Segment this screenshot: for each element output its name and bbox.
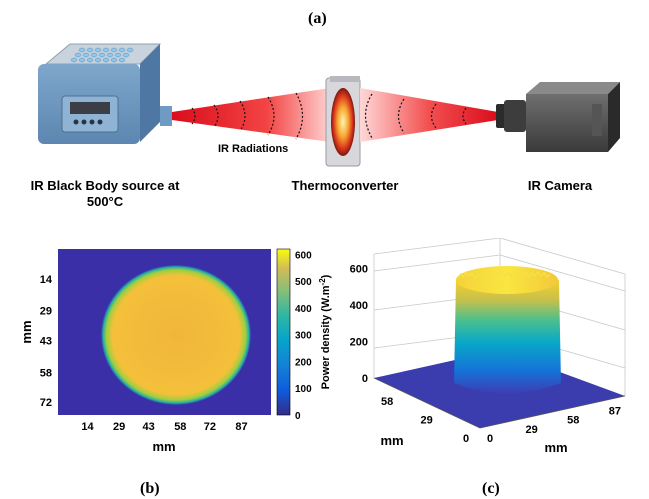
colorbar-tick-labels: 0 100 200 300 400 500 600 xyxy=(295,250,312,422)
ir-beam-left xyxy=(172,88,330,142)
y-tick-label: 14 xyxy=(40,274,53,286)
z-tick-label: 600 xyxy=(350,264,368,276)
camera-caption: IR Camera xyxy=(527,178,593,193)
heatmap-xlabel: mm xyxy=(152,439,175,454)
colorbar xyxy=(276,248,291,416)
left-axis-tick-label: 29 xyxy=(420,414,432,426)
thermoconverter-icon xyxy=(325,76,361,167)
heatmap-ylabel: mm xyxy=(19,320,34,343)
right-axis-tick-label: 0 xyxy=(487,433,493,445)
heatmap-plot: 14 29 43 58 72 87 14 29 43 58 72 0 100 200 300 400 500… xyxy=(19,248,332,454)
x-tick-label: 58 xyxy=(174,421,186,433)
y-tick-label: 58 xyxy=(40,367,52,379)
colorbar-label: Power density (W.m-2) xyxy=(318,274,332,389)
z-tick-labels: 0 200 400 600 xyxy=(350,264,368,385)
surface-wall xyxy=(454,280,561,394)
ir-radiations-label: IR Radiations xyxy=(218,143,289,155)
z-tick-label: 400 xyxy=(350,300,368,312)
wavefront-arcs-right xyxy=(364,93,467,139)
wavefront-arcs-left xyxy=(191,92,304,140)
ir-camera-icon xyxy=(496,82,620,152)
right-axis-tick-label: 29 xyxy=(526,424,538,436)
left-axis-tick-label: 58 xyxy=(381,396,393,408)
colorbar-tick-label: 200 xyxy=(295,357,312,368)
x-tick-label: 43 xyxy=(143,421,155,433)
z-tick-label: 200 xyxy=(350,337,368,349)
surface-rim-noise xyxy=(457,269,551,280)
heatmap-disk xyxy=(101,265,251,405)
left-axis-tick-label: 0 xyxy=(463,433,469,445)
source-caption-line2: 500°C xyxy=(86,194,124,209)
colorbar-tick-label: 400 xyxy=(295,304,312,315)
y-tick-labels: 14 29 43 58 72 xyxy=(40,274,53,409)
x-tick-label: 29 xyxy=(113,421,125,433)
right-axis-tick-label: 58 xyxy=(567,415,579,427)
colorbar-tick-label: 500 xyxy=(295,277,312,288)
y-tick-label: 29 xyxy=(40,306,52,318)
surface-top xyxy=(456,266,558,294)
left-axis-label: mm xyxy=(380,433,403,448)
right-axis-tick-labels: 0 29 58 87 xyxy=(487,405,621,445)
x-tick-label: 72 xyxy=(204,421,216,433)
right-axis-tick-label: 87 xyxy=(609,405,621,417)
right-axis-label: mm xyxy=(544,440,567,455)
x-tick-label: 14 xyxy=(81,421,94,433)
y-tick-label: 72 xyxy=(40,397,52,409)
source-caption-line1: IR Black Body source at xyxy=(30,178,180,193)
ir-beam-right xyxy=(360,88,498,142)
blackbody-source-icon xyxy=(38,43,172,144)
front-axes xyxy=(373,377,626,429)
z-tick-label: 0 xyxy=(362,373,368,385)
y-tick-label: 43 xyxy=(40,336,52,348)
converter-caption: Thermoconverter xyxy=(291,178,399,193)
colorbar-tick-label: 100 xyxy=(295,384,312,395)
colorbar-tick-label: 0 xyxy=(295,411,301,422)
surface-plot: 0 200 400 600 0 29 58 0 29 58 87 mm mm xyxy=(350,238,626,455)
colorbar-tick-label: 600 xyxy=(295,250,312,261)
setup-diagram xyxy=(38,43,620,167)
left-axis-tick-labels: 0 29 58 xyxy=(381,396,469,445)
x-tick-labels: 14 29 43 58 72 87 xyxy=(81,421,247,433)
source-caption: IR Black Body source at 500°C xyxy=(10,178,200,210)
colorbar-tick-label: 300 xyxy=(295,331,312,342)
panel-c-label: (c) xyxy=(482,480,500,497)
panel-b-label: (b) xyxy=(140,480,160,497)
panel-a-label: (a) xyxy=(308,10,327,27)
x-tick-label: 87 xyxy=(235,421,247,433)
